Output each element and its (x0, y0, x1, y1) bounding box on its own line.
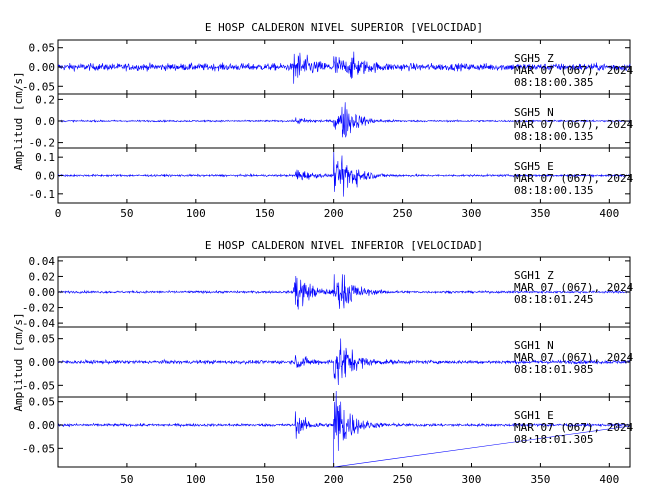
station-label: SGH5 Z (514, 52, 554, 65)
x-tick-label: 350 (530, 473, 550, 486)
record-date: MAR 07 (067), 2024 (514, 118, 634, 131)
x-tick-label: 350 (530, 207, 550, 220)
waveform-trace (57, 151, 631, 197)
y-tick-label: -0.2 (29, 137, 56, 150)
record-time: 08:18:01.305 (514, 433, 593, 446)
x-tick-label: 250 (393, 473, 413, 486)
y-tick-label: -0.04 (22, 317, 55, 330)
station-label: SGH1 E (514, 409, 554, 422)
x-tick-label: 150 (255, 207, 275, 220)
x-tick-label: 100 (186, 207, 206, 220)
chart-title: E HOSP CALDERON NIVEL INFERIOR [VELOCIDA… (205, 239, 483, 252)
y-tick-label: 0.00 (29, 61, 56, 74)
y-tick-label: -0.05 (22, 80, 55, 93)
record-time: 08:18:01.245 (514, 293, 593, 306)
x-tick-label: 200 (324, 473, 344, 486)
y-tick-label: 0.00 (29, 419, 56, 432)
x-tick-label: 300 (462, 473, 482, 486)
record-date: MAR 07 (067), 2024 (514, 421, 634, 434)
chart-title: E HOSP CALDERON NIVEL SUPERIOR [VELOCIDA… (205, 21, 483, 34)
record-date: MAR 07 (067), 2024 (514, 172, 634, 185)
station-label: SGH5 N (514, 106, 554, 119)
x-tick-label: 150 (255, 473, 275, 486)
x-tick-label: 400 (599, 473, 619, 486)
y-tick-label: 0.1 (35, 151, 55, 164)
y-tick-label: 0.00 (29, 356, 56, 369)
x-tick-label: 100 (186, 473, 206, 486)
y-tick-label: 0.0 (35, 170, 55, 183)
waveform-trace (57, 51, 631, 84)
x-tick-label: 50 (120, 207, 133, 220)
record-time: 08:18:00.385 (514, 76, 593, 89)
x-tick-label: 300 (462, 207, 482, 220)
x-tick-label: 50 (120, 473, 133, 486)
y-tick-label: 0.2 (35, 93, 55, 106)
y-tick-label: 0.02 (29, 270, 56, 283)
station-label: SGH5 E (514, 160, 554, 173)
y-tick-label: 0.05 (29, 42, 56, 55)
y-tick-label: -0.05 (22, 379, 55, 392)
x-tick-label: 200 (324, 207, 344, 220)
waveform-trace (57, 102, 631, 138)
y-tick-label: -0.02 (22, 302, 55, 315)
y-axis-label: Amplitud [cm/s] (12, 312, 25, 411)
panel-frame (57, 396, 631, 468)
y-tick-label: -0.05 (22, 442, 55, 455)
y-tick-label: -0.1 (29, 188, 56, 201)
y-tick-label: 0.0 (35, 115, 55, 128)
station-label: SGH1 Z (514, 269, 554, 282)
y-tick-label: 0.05 (29, 396, 56, 409)
waveform-trace (57, 338, 631, 386)
y-axis-label: Amplitud [cm/s] (12, 71, 25, 170)
waveform-trace (57, 390, 631, 468)
record-date: MAR 07 (067), 2024 (514, 281, 634, 294)
y-tick-label: 0.00 (29, 286, 56, 299)
record-time: 08:18:00.135 (514, 130, 593, 143)
station-label: SGH1 N (514, 339, 554, 352)
record-date: MAR 07 (067), 2024 (514, 351, 634, 364)
x-tick-label: 400 (599, 207, 619, 220)
record-date: MAR 07 (067), 2024 (514, 64, 634, 77)
chart-block-1: E HOSP CALDERON NIVEL SUPERIOR [VELOCIDA… (12, 21, 634, 220)
record-time: 08:18:00.135 (514, 184, 593, 197)
y-tick-label: 0.04 (29, 255, 56, 268)
waveform-trace (57, 274, 631, 310)
x-tick-label: 0 (55, 207, 62, 220)
x-tick-label: 250 (393, 207, 413, 220)
chart-block-2: E HOSP CALDERON NIVEL INFERIOR [VELOCIDA… (12, 239, 634, 486)
y-tick-label: 0.05 (29, 333, 56, 346)
record-time: 08:18:01.985 (514, 363, 593, 376)
